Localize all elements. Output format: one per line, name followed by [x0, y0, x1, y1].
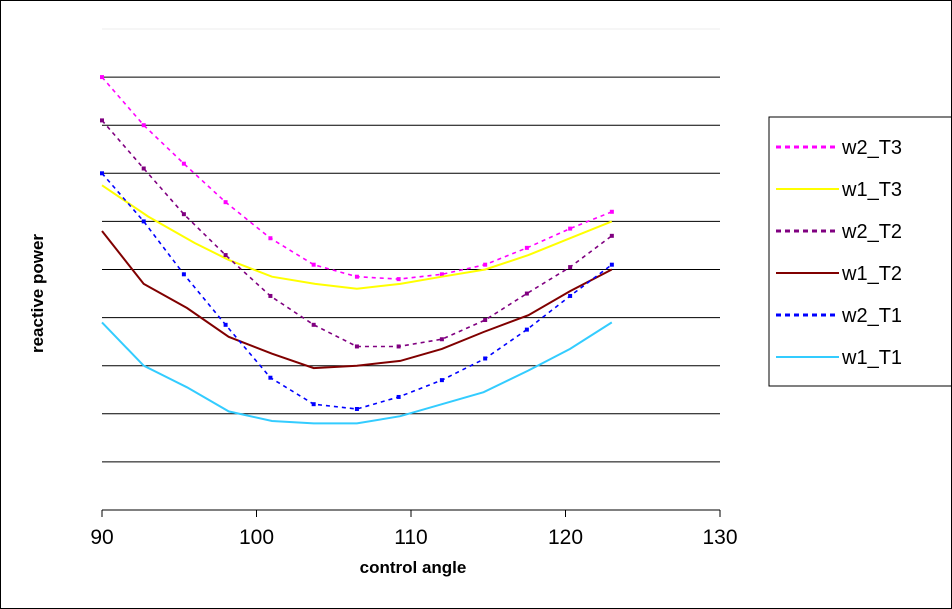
legend-label-w2_T3: w2_T3: [841, 137, 902, 159]
data-point-w2_T3: [311, 262, 316, 267]
series-line-w2_T3: [101, 76, 613, 280]
data-point-w2_T3: [100, 75, 104, 80]
data-point-w2_T1: [223, 322, 228, 327]
data-point-w2_T1: [100, 171, 104, 176]
data-point-w2_T1: [268, 375, 273, 380]
series-line-w1_T2: [101, 230, 613, 370]
data-point-w2_T2: [354, 344, 359, 349]
data-point-w2_T2: [609, 233, 614, 238]
legend-label-w1_T3: w1_T3: [841, 179, 902, 201]
legend-box: [768, 116, 951, 387]
data-point-w2_T1: [396, 394, 401, 399]
data-point-w2_T3: [568, 226, 573, 231]
x-tick-label: 110: [394, 526, 427, 549]
data-point-w2_T1: [483, 356, 488, 361]
series-line-w1_T1: [101, 321, 613, 425]
data-point-w2_T3: [524, 245, 529, 250]
data-point-w2_T1: [524, 327, 529, 332]
x-tick-label: 90: [90, 526, 113, 549]
data-point-w2_T3: [181, 161, 186, 166]
y-axis-title: reactive power: [28, 234, 47, 353]
data-point-w2_T1: [141, 219, 146, 224]
series-line-w1_T3: [101, 184, 613, 290]
data-point-w2_T1: [181, 272, 186, 277]
series-line-w2_T1: [101, 172, 613, 410]
data-point-w2_T2: [141, 166, 146, 171]
data-point-w2_T1: [439, 378, 444, 383]
legend-label-w1_T1: w1_T1: [841, 347, 902, 369]
x-tick-label: 120: [548, 526, 583, 549]
data-point-w2_T3: [483, 262, 488, 267]
data-point-w2_T3: [223, 200, 228, 205]
x-tick-label: 100: [239, 526, 274, 549]
data-point-w2_T2: [439, 337, 444, 342]
data-point-w2_T3: [354, 274, 359, 279]
data-point-w2_T1: [568, 293, 573, 298]
data-point-w2_T2: [268, 293, 273, 298]
data-point-w2_T2: [311, 322, 316, 327]
data-point-w2_T3: [396, 277, 401, 282]
data-point-w2_T2: [100, 118, 104, 123]
x-tick-label: 130: [702, 526, 737, 549]
data-point-w2_T3: [439, 272, 444, 277]
data-point-w2_T1: [609, 262, 614, 267]
data-point-w2_T2: [181, 212, 186, 217]
legend-label-w2_T1: w2_T1: [841, 305, 902, 327]
data-point-w2_T2: [223, 253, 228, 258]
data-point-w2_T2: [396, 344, 401, 349]
legend-label-w2_T2: w2_T2: [841, 221, 902, 243]
data-point-w2_T2: [483, 318, 488, 323]
x-axis-title: control angle: [360, 558, 467, 577]
data-point-w2_T2: [568, 265, 573, 270]
data-point-w2_T1: [311, 402, 316, 407]
data-point-w2_T3: [141, 123, 146, 128]
legend-label-w1_T2: w1_T2: [841, 263, 902, 285]
data-point-w2_T3: [609, 209, 614, 214]
data-point-w2_T2: [524, 291, 529, 296]
data-point-w2_T1: [354, 406, 359, 411]
data-point-w2_T3: [268, 236, 273, 241]
